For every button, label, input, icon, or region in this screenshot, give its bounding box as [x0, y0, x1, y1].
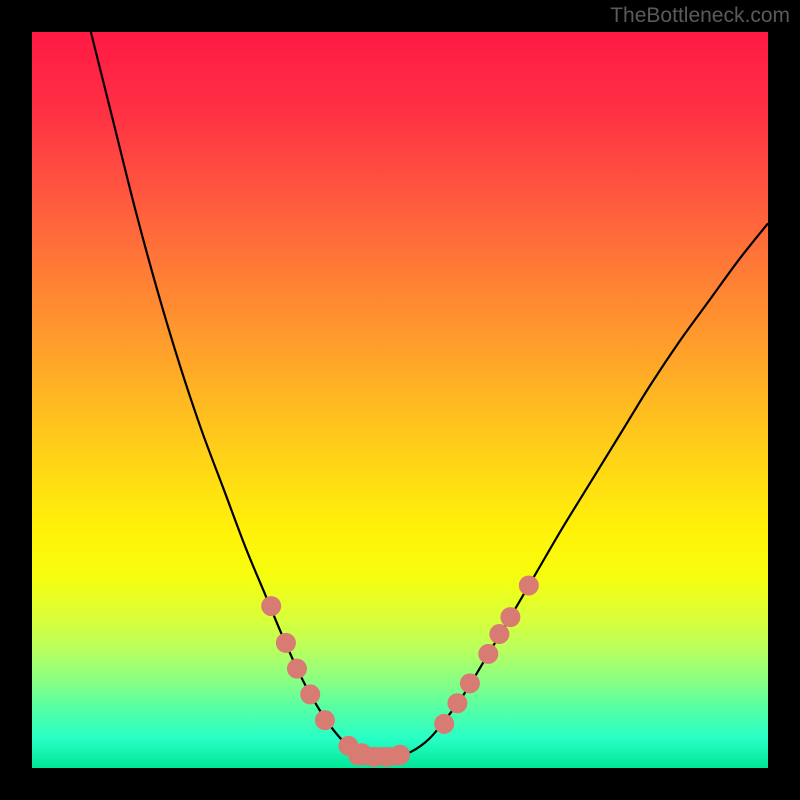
chart-area	[32, 32, 768, 768]
curve-marker	[390, 745, 410, 765]
curve-marker	[300, 684, 320, 704]
curve-marker	[500, 607, 520, 627]
curve-marker	[261, 596, 281, 616]
curve-marker	[315, 710, 335, 730]
curve-marker	[489, 624, 509, 644]
curve-marker	[434, 714, 454, 734]
curve-marker	[287, 659, 307, 679]
watermark-text: TheBottleneck.com	[610, 4, 790, 28]
curve-markers	[261, 575, 539, 766]
curve-marker	[519, 575, 539, 595]
curve-marker	[460, 673, 480, 693]
curve-marker	[276, 633, 296, 653]
curve-marker	[447, 693, 467, 713]
curve-layer	[32, 32, 768, 768]
curve-marker	[478, 644, 498, 664]
bottleneck-curve	[91, 32, 768, 758]
